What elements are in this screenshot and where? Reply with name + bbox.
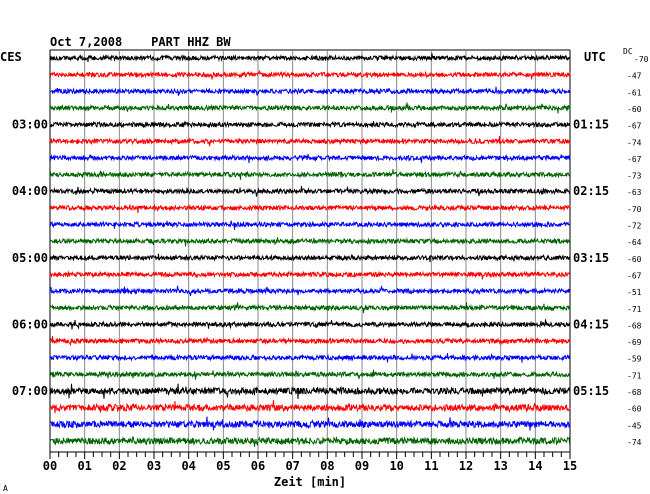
x-tick-label: 01 (77, 459, 91, 473)
trace-row-3 (49, 102, 571, 114)
x-axis-label: Zeit [min] (274, 475, 346, 489)
dc-offset-label: -60 (627, 105, 642, 114)
dc-offset-label: -68 (627, 321, 642, 330)
dc-offset-label: -60 (627, 405, 642, 414)
x-tick-label: 11 (424, 459, 438, 473)
dc-offset-label: -68 (627, 388, 642, 397)
local-time-label: 06:00 (12, 317, 48, 331)
dc-offset-label: -74 (627, 138, 642, 147)
x-tick-label: 13 (493, 459, 507, 473)
dc-offset-label: -45 (627, 421, 642, 430)
trace-row-22 (49, 416, 571, 431)
utc-time-label: 03:15 (573, 251, 609, 265)
trace-row-20 (50, 383, 571, 400)
dc-offset-label: -70 (627, 205, 642, 214)
utc-time-label: 02:15 (573, 184, 609, 198)
chart-title: Oct 7,2008 PART HHZ BW (50, 35, 231, 49)
dc-offset-label: -74 (627, 438, 642, 447)
x-tick-label: 07 (285, 459, 299, 473)
local-time-label: 03:00 (12, 118, 48, 132)
utc-time-label: 01:15 (573, 118, 609, 132)
dc-offset-label: -73 (627, 172, 642, 181)
local-time-label: 07:00 (12, 384, 48, 398)
x-tick-label: 02 (112, 459, 126, 473)
trace-row-6 (49, 153, 571, 164)
right-axis-title: UTC (584, 50, 606, 64)
trace-row-16 (49, 319, 571, 330)
dc-offset-label: -67 (627, 271, 642, 280)
dc-offset-label: -71 (627, 305, 642, 314)
utc-time-label: 04:15 (573, 317, 609, 331)
dc-offset-label: -67 (627, 122, 642, 131)
dc-offset-label: -60 (627, 255, 642, 264)
x-tick-label: 00 (43, 459, 57, 473)
trace-row-0 (49, 53, 571, 62)
x-tick-label: 12 (459, 459, 473, 473)
trace-row-19 (49, 369, 571, 380)
dc-offset-label: -51 (627, 288, 642, 297)
trace-row-2 (49, 86, 571, 96)
trace-row-4 (49, 120, 571, 129)
x-tick-label: 09 (355, 459, 369, 473)
x-tick-label: 05 (216, 459, 230, 473)
dc-offset-label: -47 (627, 72, 642, 81)
left-axis-title: CES (0, 50, 22, 64)
utc-time-label: 05:15 (573, 384, 609, 398)
dc-offset-label: -63 (627, 188, 642, 197)
trace-row-1 (49, 70, 571, 80)
dc-offset-label: -69 (627, 338, 642, 347)
trace-row-5 (49, 135, 571, 147)
trace-row-17 (50, 336, 571, 346)
dc-offset-label: -67 (627, 155, 642, 164)
trace-row-12 (50, 253, 571, 263)
trace-row-9 (49, 203, 571, 214)
dc-offset-label: -59 (627, 355, 642, 364)
trace-row-10 (49, 220, 571, 230)
x-tick-label: 03 (147, 459, 161, 473)
x-tick-label: 14 (528, 459, 542, 473)
x-tick-label: 10 (389, 459, 403, 473)
dc-offset-label: -64 (627, 238, 642, 247)
trace-row-21 (49, 400, 571, 414)
corner-mark: A (3, 484, 8, 493)
trace-row-15 (49, 302, 571, 314)
dc-offset-label: -71 (627, 371, 642, 380)
trace-row-18 (49, 352, 571, 363)
trace-row-23 (49, 435, 571, 447)
x-tick-label: 08 (320, 459, 334, 473)
local-time-label: 05:00 (12, 251, 48, 265)
dc-label: DC (623, 47, 633, 56)
trace-row-7 (49, 169, 571, 180)
x-tick-label: 06 (251, 459, 265, 473)
local-time-label: 04:00 (12, 184, 48, 198)
x-tick-label: 15 (563, 459, 577, 473)
dc-offset-label: -70 (634, 55, 649, 64)
trace-row-8 (49, 186, 571, 197)
dc-offset-label: -72 (627, 222, 642, 231)
trace-row-13 (49, 270, 571, 280)
x-tick-label: 04 (181, 459, 195, 473)
trace-row-14 (49, 285, 571, 296)
dc-offset-label: -61 (627, 88, 642, 97)
trace-row-11 (49, 237, 571, 247)
